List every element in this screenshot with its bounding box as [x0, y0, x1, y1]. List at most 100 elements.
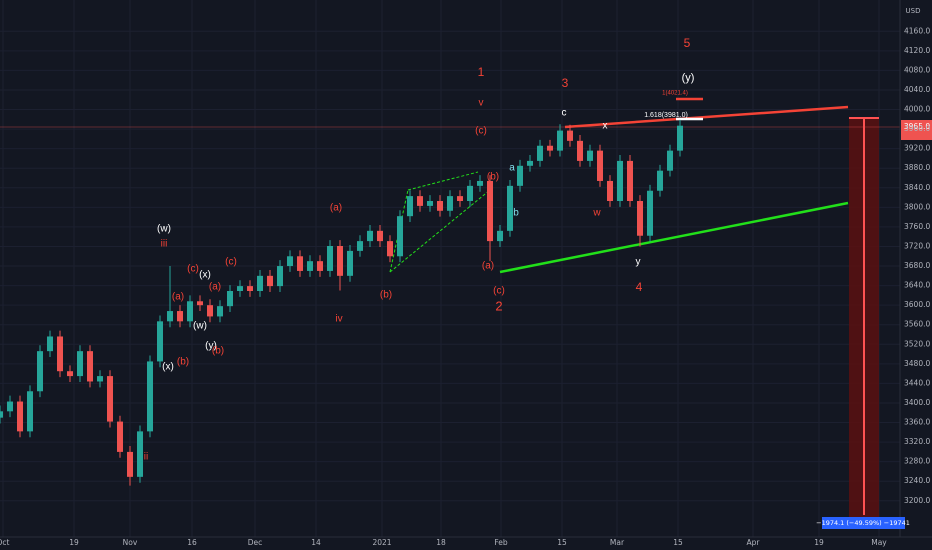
wave-label: 1 — [478, 65, 485, 79]
wave-label: 3 — [562, 76, 569, 90]
candle-body — [97, 376, 103, 382]
candle-body — [267, 275, 273, 287]
wave-label: x — [603, 121, 608, 132]
candle-body — [297, 256, 303, 271]
candle-body — [47, 336, 53, 352]
wave-label: (b) — [212, 346, 224, 357]
measure-box — [822, 517, 905, 529]
x-tick-label: 19 — [814, 538, 824, 547]
candle-body — [227, 290, 233, 307]
candle-body — [467, 185, 473, 202]
x-tick-label: 19 — [69, 538, 79, 547]
y-tick-label: 3760.0 — [904, 222, 930, 231]
wave-label: ii — [144, 452, 148, 463]
candle-body — [67, 371, 73, 377]
y-tick-label: 3840.0 — [904, 183, 930, 192]
y-tick-label: 3720.0 — [904, 241, 930, 250]
candle-body — [317, 261, 323, 271]
x-tick-label: 15 — [557, 538, 567, 547]
x-tick-label: Oct — [0, 538, 10, 547]
candle-body — [137, 431, 143, 477]
wave-label: (b) — [380, 290, 392, 301]
y-tick-label: 4040.0 — [904, 85, 930, 94]
candle-body — [287, 256, 293, 267]
y-tick-label: 3640.0 — [904, 281, 930, 290]
wave-label: (b) — [487, 172, 499, 183]
candle-body — [217, 306, 223, 317]
wave-label: a — [509, 163, 515, 174]
y-tick-label: 3680.0 — [904, 261, 930, 270]
wave-label: y — [636, 257, 641, 268]
candle-body — [17, 401, 23, 432]
candle-body — [57, 336, 63, 372]
y-tick-label: 3560.0 — [904, 320, 930, 329]
candle-body — [87, 351, 93, 382]
wave-label: w — [592, 208, 601, 219]
wave-label: (w) — [157, 224, 171, 235]
candle-body — [367, 230, 373, 242]
candle-body — [477, 180, 483, 186]
wave-label: 2 — [495, 298, 502, 313]
candle-body — [577, 140, 583, 161]
y-tick-label: 3360.0 — [904, 418, 930, 427]
candle-body — [257, 275, 263, 291]
x-tick-label: Nov — [123, 538, 138, 547]
candle-body — [407, 196, 413, 217]
candle-body — [207, 305, 213, 317]
y-tick-label: 3200.0 — [904, 496, 930, 505]
candle-body — [147, 361, 153, 432]
y-tick-label: 3600.0 — [904, 300, 930, 309]
x-tick-label: May — [871, 538, 887, 547]
y-tick-label: 3440.0 — [904, 378, 930, 387]
candle-body — [427, 201, 433, 206]
x-tick-label: 2021 — [372, 538, 391, 547]
candle-body — [397, 216, 403, 257]
candle-body — [527, 160, 533, 166]
wave-label: (y) — [682, 72, 695, 84]
wave-label: 5 — [684, 36, 691, 50]
candle-body — [197, 301, 203, 306]
candle-body — [77, 351, 83, 377]
candle-body — [587, 150, 593, 161]
y-tick-label: 4160.0 — [904, 26, 930, 35]
candle-body — [607, 180, 613, 202]
candle-body — [337, 246, 343, 276]
y-tick-label: 3240.0 — [904, 476, 930, 485]
candle-body — [667, 150, 673, 171]
candle-body — [657, 170, 663, 191]
candle-body — [507, 185, 513, 231]
x-tick-label: Mar — [610, 538, 625, 547]
currency: USD — [906, 7, 921, 15]
wave-label: 1.618(3981.0) — [644, 112, 688, 119]
candle-body — [567, 130, 573, 141]
candle-body — [307, 261, 313, 271]
y-tick-label: 3960.0 — [904, 124, 930, 133]
wave-label: (y) — [205, 341, 217, 352]
candle-body — [627, 160, 633, 202]
candle-body — [0, 411, 3, 418]
candle-body — [487, 180, 493, 242]
candle-body — [537, 145, 543, 161]
y-tick-label: 4080.0 — [904, 65, 930, 74]
wave-label: (x) — [199, 270, 211, 281]
resistance-line — [564, 105, 849, 129]
y-tick-label: 3800.0 — [904, 202, 930, 211]
wave-label: (a) — [172, 292, 184, 303]
wave-label: v — [479, 98, 484, 109]
price-tag-label: 3965.0 — [904, 122, 930, 131]
wave-label: 1(4021.4) — [662, 91, 688, 97]
candle-body — [437, 201, 443, 211]
wave-label: (c) — [475, 126, 487, 137]
candle-body — [547, 145, 553, 151]
wave-label: (c) — [225, 257, 237, 268]
candle-body — [237, 286, 243, 291]
wave-label: (x) — [162, 362, 174, 373]
x-tick-label: 15 — [673, 538, 683, 547]
candle-body — [597, 150, 603, 181]
wave-label: (a) — [330, 203, 342, 214]
candle-body — [117, 421, 123, 452]
triangle-line — [407, 171, 479, 191]
x-tick-label: Feb — [494, 538, 508, 547]
